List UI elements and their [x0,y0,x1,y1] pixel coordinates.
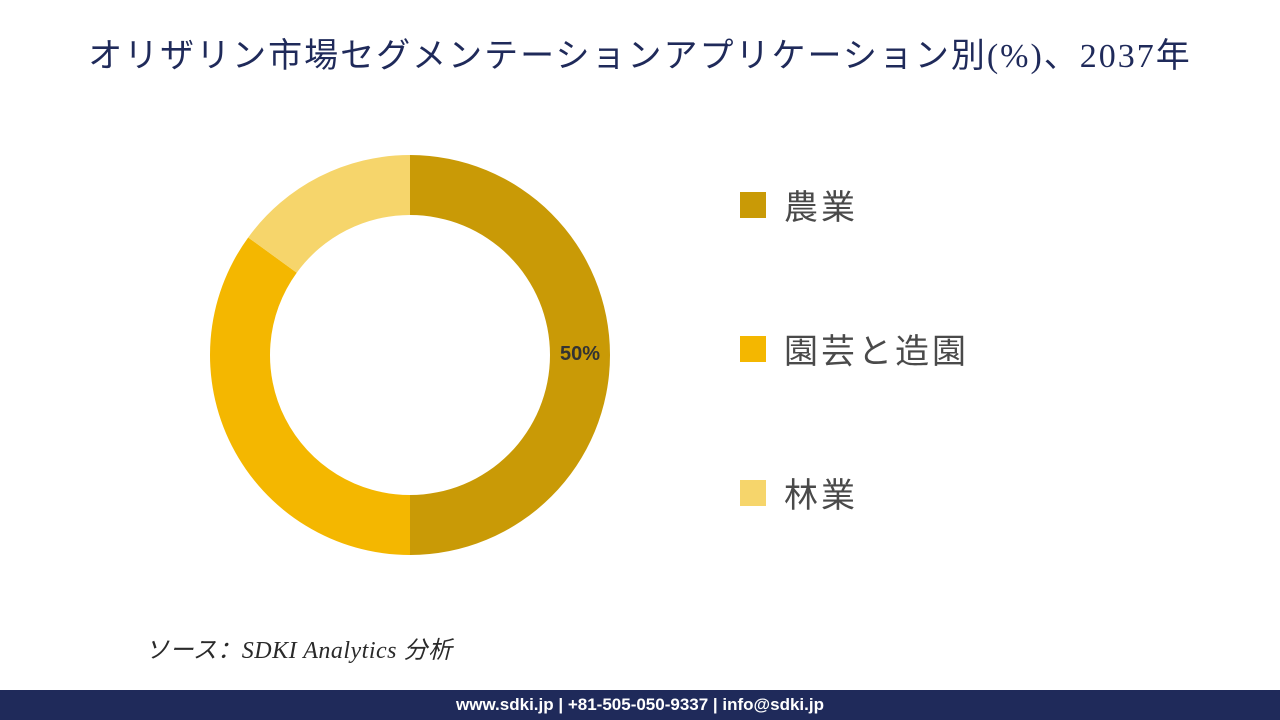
donut-segment [210,237,410,555]
legend-swatch-icon [740,192,766,218]
donut-svg [200,145,620,565]
legend-swatch-icon [740,480,766,506]
footer-bar: www.sdki.jp | +81-505-050-9337 | info@sd… [0,690,1280,720]
legend-label: 農業 [784,180,858,229]
donut-chart: 50% [200,145,620,565]
chart-source: ソース：SDKI Analytics 分析 [145,630,453,665]
chart-legend: 農業 園芸と造園 林業 [740,180,969,517]
legend-swatch-icon [740,336,766,362]
legend-item: 農業 [740,180,969,229]
legend-item: 園芸と造園 [740,324,969,373]
donut-segment [248,155,410,273]
chart-title: オリザリン市場セグメンテーションアプリケーション別(%)、2037年 [0,0,1280,77]
legend-label: 林業 [784,468,858,517]
donut-value-label: 50% [560,343,600,366]
legend-label: 園芸と造園 [784,324,969,373]
footer-text: www.sdki.jp | +81-505-050-9337 | info@sd… [456,695,824,715]
legend-item: 林業 [740,468,969,517]
